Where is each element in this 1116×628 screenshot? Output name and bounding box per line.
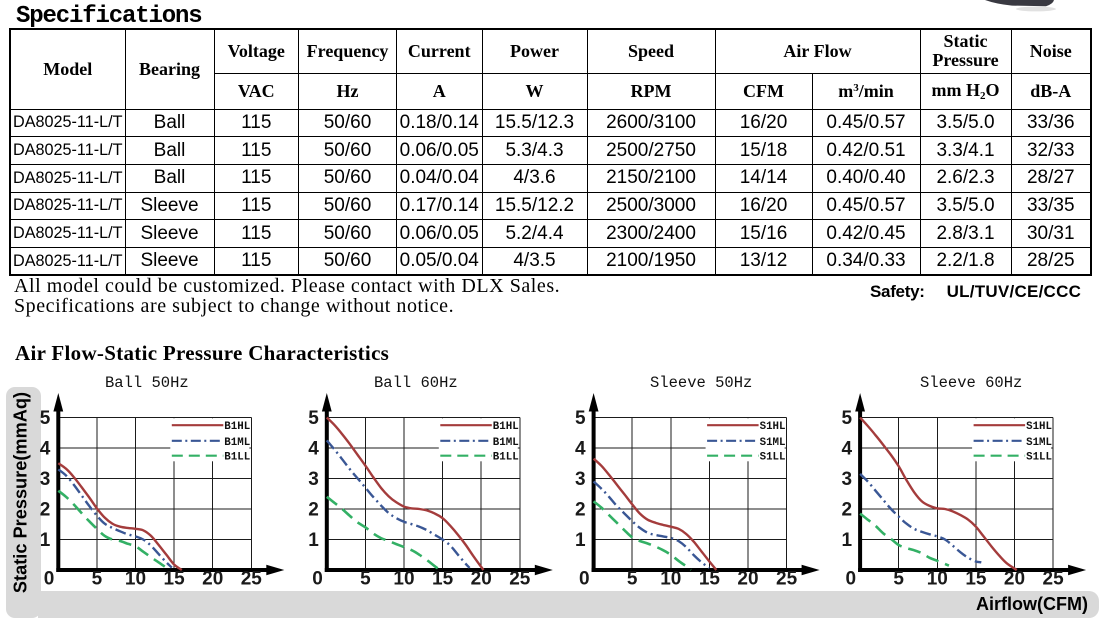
svg-text:25: 25 <box>509 568 531 589</box>
svg-text:S1ML: S1ML <box>760 437 786 449</box>
svg-text:S1HL: S1HL <box>1026 421 1052 433</box>
svg-text:B1ML: B1ML <box>224 437 250 449</box>
svg-text:20: 20 <box>737 568 758 589</box>
svg-text:B1LL: B1LL <box>224 452 250 464</box>
svg-text:4: 4 <box>308 439 319 460</box>
svg-text:5: 5 <box>308 408 319 429</box>
svg-text:5: 5 <box>575 408 586 429</box>
svg-text:0: 0 <box>44 568 55 589</box>
svg-text:10: 10 <box>927 568 948 589</box>
svg-text:Sleeve 50Hz: Sleeve 50Hz <box>650 374 752 392</box>
svg-text:10: 10 <box>125 568 146 589</box>
svg-text:0: 0 <box>312 568 323 589</box>
svg-text:2: 2 <box>575 500 586 521</box>
svg-text:5: 5 <box>92 568 103 589</box>
svg-text:S1LL: S1LL <box>1026 452 1052 464</box>
svg-text:3: 3 <box>842 469 853 490</box>
svg-text:10: 10 <box>660 568 681 589</box>
svg-text:5: 5 <box>893 568 904 589</box>
svg-text:B1ML: B1ML <box>493 437 519 449</box>
svg-text:3: 3 <box>575 469 586 490</box>
svg-text:25: 25 <box>776 568 798 589</box>
svg-text:Ball 50Hz: Ball 50Hz <box>105 374 189 392</box>
svg-text:0: 0 <box>846 568 857 589</box>
svg-text:2: 2 <box>842 500 853 521</box>
svg-text:25: 25 <box>241 568 263 589</box>
svg-text:15: 15 <box>965 568 987 589</box>
svg-text:15: 15 <box>699 568 721 589</box>
svg-text:2: 2 <box>308 500 319 521</box>
svg-text:1: 1 <box>575 530 586 551</box>
svg-text:20: 20 <box>202 568 223 589</box>
svg-text:1: 1 <box>40 530 51 551</box>
svg-text:15: 15 <box>432 568 454 589</box>
svg-text:20: 20 <box>471 568 492 589</box>
svg-text:4: 4 <box>575 439 586 460</box>
svg-text:15: 15 <box>164 568 186 589</box>
svg-text:B1HL: B1HL <box>224 421 250 433</box>
svg-text:S1HL: S1HL <box>760 421 786 433</box>
svg-text:0: 0 <box>579 568 590 589</box>
svg-text:25: 25 <box>1043 568 1065 589</box>
svg-text:S1ML: S1ML <box>1026 437 1052 449</box>
svg-text:Ball 60Hz: Ball 60Hz <box>374 374 458 392</box>
svg-text:1: 1 <box>842 530 853 551</box>
svg-text:10: 10 <box>393 568 414 589</box>
svg-text:4: 4 <box>40 439 51 460</box>
svg-text:5: 5 <box>627 568 638 589</box>
svg-text:S1LL: S1LL <box>760 452 786 464</box>
svg-text:5: 5 <box>360 568 371 589</box>
svg-text:5: 5 <box>40 408 51 429</box>
svg-text:20: 20 <box>1004 568 1025 589</box>
svg-text:2: 2 <box>40 500 51 521</box>
svg-text:Sleeve 60Hz: Sleeve 60Hz <box>920 374 1022 392</box>
svg-text:5: 5 <box>842 408 853 429</box>
svg-text:3: 3 <box>40 469 51 490</box>
svg-text:B1LL: B1LL <box>493 452 519 464</box>
svg-text:4: 4 <box>842 439 853 460</box>
svg-text:B1HL: B1HL <box>493 421 519 433</box>
svg-text:1: 1 <box>308 530 319 551</box>
svg-text:3: 3 <box>308 469 319 490</box>
